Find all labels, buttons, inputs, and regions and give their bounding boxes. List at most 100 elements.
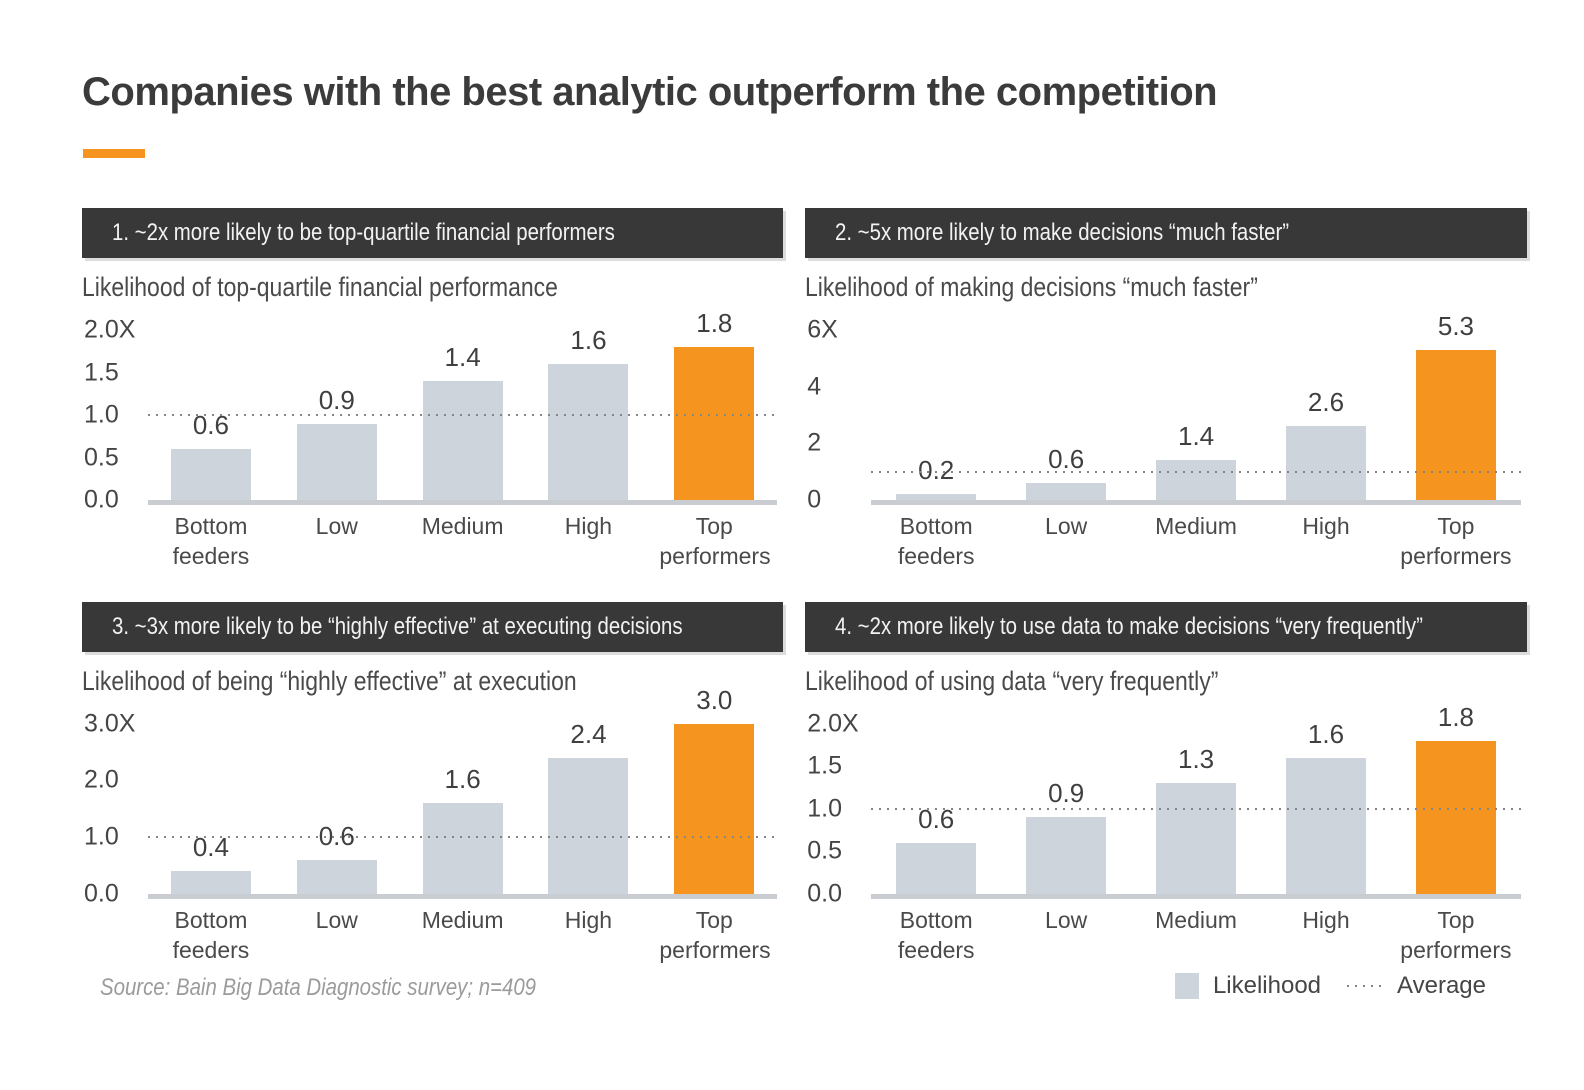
bar-chart: 0.6 0.9 1.4 1.6 1.8 2.0X 1.5 1.0 0.5 0.0	[82, 308, 783, 514]
chart-panel: 4. ~2x more likely to use data to make d…	[805, 601, 1527, 966]
y-axis-tick: 1.0	[84, 400, 119, 429]
x-axis-category-labels: Bottom feeders Low Medium High Top performer…	[871, 512, 1521, 572]
panel-header-label: 1. ~2x more likely to be top-quartile fi…	[112, 219, 615, 246]
bar-value-label: 1.6	[444, 764, 481, 795]
category-label: Low	[315, 906, 358, 933]
y-axis-tick: 1.5	[807, 751, 843, 780]
y-axis-tick: 0.0	[84, 485, 119, 514]
plot-area: 0.6 0.9 1.3 1.6 1.8	[871, 702, 1521, 894]
bar-value-label: 0.6	[1048, 444, 1085, 474]
bar-value-label: 1.4	[1178, 421, 1215, 452]
panel-header: 2. ~5x more likely to make decisions “mu…	[805, 208, 1527, 258]
x-axis-category-labels: Bottom feeders Low Medium High Top performer…	[148, 906, 777, 966]
category-label: Bottom feeders	[897, 906, 975, 963]
category-label: High	[1302, 513, 1350, 539]
bar	[1286, 757, 1366, 894]
bar-value-label: 2.4	[570, 718, 607, 749]
panel-header-label: 3. ~3x more likely to be “highly effecti…	[112, 612, 683, 640]
likelihood-swatch-icon	[1174, 973, 1199, 999]
category-label: Medium	[1155, 906, 1237, 933]
y-axis-tick: 0.5	[807, 836, 843, 865]
category-label: Bottom feeders	[172, 513, 250, 569]
bar-value-label: 1.8	[1437, 701, 1475, 732]
y-axis-tick: 4	[807, 372, 822, 401]
category-label: High	[564, 906, 613, 933]
bar-value-label: 0.6	[318, 820, 355, 851]
bar-value-label: 0.9	[1048, 778, 1085, 809]
x-axis-line	[871, 893, 1521, 899]
category-label: Top performers	[659, 513, 771, 569]
bar	[1286, 426, 1366, 500]
panel-header: 1. ~2x more likely to be top-quartile fi…	[82, 208, 784, 258]
average-line	[871, 807, 1521, 810]
category-label: High	[1302, 906, 1350, 933]
bar	[548, 757, 629, 894]
y-axis-tick: 6X	[807, 315, 838, 344]
y-axis-tick: 1.0	[807, 794, 843, 823]
bar-value-label: 1.6	[1307, 718, 1345, 749]
bar-chart: 0.6 0.9 1.3 1.6 1.8 2.0X 1.5 1.0 0.5 0.0	[805, 702, 1527, 907]
x-axis-category-labels: Bottom feeders Low Medium High Top performer…	[148, 512, 777, 572]
bar-value-label: 2.6	[1307, 387, 1345, 418]
bar-highlighted	[1415, 349, 1496, 500]
category-label: Bottom feeders	[897, 513, 975, 569]
bar-highlighted	[1415, 740, 1496, 894]
title-accent-bar	[83, 149, 145, 158]
bar-chart: 0.4 0.6 1.6 2.4 3.0 3.0X 2.0 1.0 0.0	[82, 685, 783, 907]
bar-value-label: 1.4	[444, 342, 481, 372]
bar	[422, 381, 503, 500]
y-axis-tick: 1.0	[84, 822, 119, 851]
bar-value-label: 1.8	[696, 308, 733, 338]
category-label: High	[564, 513, 613, 539]
bar	[548, 364, 629, 500]
bar	[1156, 783, 1237, 894]
x-axis-line	[148, 500, 778, 505]
panel-subtitle: Likelihood of being “highly effective” a…	[82, 665, 577, 696]
plot-area: 0.2 0.6 1.4 2.6 5.3	[871, 311, 1521, 500]
bar-value-label: 1.3	[1178, 744, 1215, 775]
category-label: Low	[1045, 513, 1088, 539]
legend-likelihood-label: Likelihood	[1212, 972, 1322, 999]
bar	[1026, 483, 1107, 500]
panel-header: 4. ~2x more likely to use data to make d…	[805, 601, 1527, 652]
y-axis-tick: 1.5	[84, 358, 119, 386]
x-axis-line	[148, 893, 778, 899]
bar	[170, 871, 251, 894]
y-axis-tick: 0	[807, 485, 822, 514]
bar-value-label: 0.9	[318, 384, 355, 415]
plot-area: 0.6 0.9 1.4 1.6 1.8	[148, 308, 778, 500]
y-axis-tick: 0.5	[84, 443, 119, 471]
category-label: Low	[1045, 906, 1088, 933]
panel-header-label: 2. ~5x more likely to make decisions “mu…	[835, 219, 1290, 246]
panel-header-label: 4. ~2x more likely to use data to make d…	[835, 612, 1424, 640]
plot-area: 0.4 0.6 1.6 2.4 3.0	[148, 685, 778, 894]
bar	[296, 423, 377, 500]
bar	[896, 494, 977, 500]
category-label: Bottom feeders	[172, 906, 250, 963]
average-line	[148, 836, 778, 839]
y-axis-tick: 2.0X	[84, 315, 136, 344]
category-label: Medium	[421, 906, 504, 933]
chart-panel: 3. ~3x more likely to be “highly effecti…	[82, 601, 784, 966]
panel-header: 3. ~3x more likely to be “highly effecti…	[82, 601, 784, 652]
bar	[1026, 817, 1107, 894]
panel-subtitle: Likelihood of top-quartile financial per…	[82, 272, 558, 302]
panel-subtitle: Likelihood of making decisions “much fas…	[805, 272, 1259, 302]
bar	[296, 859, 377, 894]
y-axis-tick: 0.0	[807, 879, 843, 908]
charts-grid: 1. ~2x more likely to be top-quartile fi…	[82, 208, 1527, 966]
bar-value-label: 3.0	[696, 684, 733, 715]
y-axis-tick: 2.0X	[807, 709, 859, 738]
category-label: Low	[315, 513, 358, 539]
y-axis-tick: 3.0X	[84, 709, 136, 738]
chart-panel: 1. ~2x more likely to be top-quartile fi…	[82, 208, 784, 572]
bar-chart: 0.2 0.6 1.4 2.6 5.3 6X 4 2 0	[805, 311, 1527, 514]
bar-value-label: 1.6	[570, 325, 607, 355]
bar	[422, 803, 503, 894]
x-axis-category-labels: Bottom feeders Low Medium High Top performer…	[871, 906, 1521, 966]
y-axis-tick: 2	[807, 428, 822, 457]
chart-panel: 2. ~5x more likely to make decisions “mu…	[805, 208, 1527, 572]
average-dotted-line-icon	[1347, 985, 1386, 987]
bar-highlighted	[674, 723, 755, 894]
